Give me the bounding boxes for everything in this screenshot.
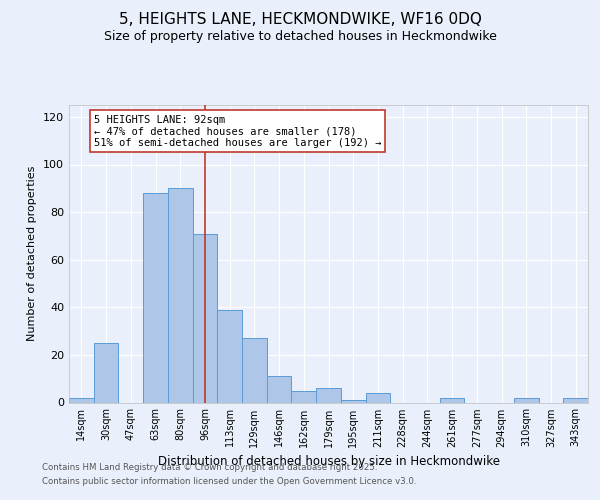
Bar — [69, 398, 94, 402]
Y-axis label: Number of detached properties: Number of detached properties — [28, 166, 37, 342]
Bar — [341, 400, 365, 402]
Bar — [440, 398, 464, 402]
Bar — [563, 398, 588, 402]
Text: Contains HM Land Registry data © Crown copyright and database right 2025.: Contains HM Land Registry data © Crown c… — [42, 464, 377, 472]
Text: Size of property relative to detached houses in Heckmondwike: Size of property relative to detached ho… — [104, 30, 496, 43]
Bar — [217, 310, 242, 402]
Bar — [292, 390, 316, 402]
Bar — [365, 393, 390, 402]
Bar — [143, 193, 168, 402]
Bar — [514, 398, 539, 402]
Text: 5, HEIGHTS LANE, HECKMONDWIKE, WF16 0DQ: 5, HEIGHTS LANE, HECKMONDWIKE, WF16 0DQ — [119, 12, 481, 28]
Text: Contains public sector information licensed under the Open Government Licence v3: Contains public sector information licen… — [42, 477, 416, 486]
Bar — [168, 188, 193, 402]
Bar — [193, 234, 217, 402]
Text: 5 HEIGHTS LANE: 92sqm
← 47% of detached houses are smaller (178)
51% of semi-det: 5 HEIGHTS LANE: 92sqm ← 47% of detached … — [94, 114, 381, 148]
Bar — [316, 388, 341, 402]
Bar — [242, 338, 267, 402]
Bar — [267, 376, 292, 402]
Bar — [94, 343, 118, 402]
X-axis label: Distribution of detached houses by size in Heckmondwike: Distribution of detached houses by size … — [157, 455, 499, 468]
